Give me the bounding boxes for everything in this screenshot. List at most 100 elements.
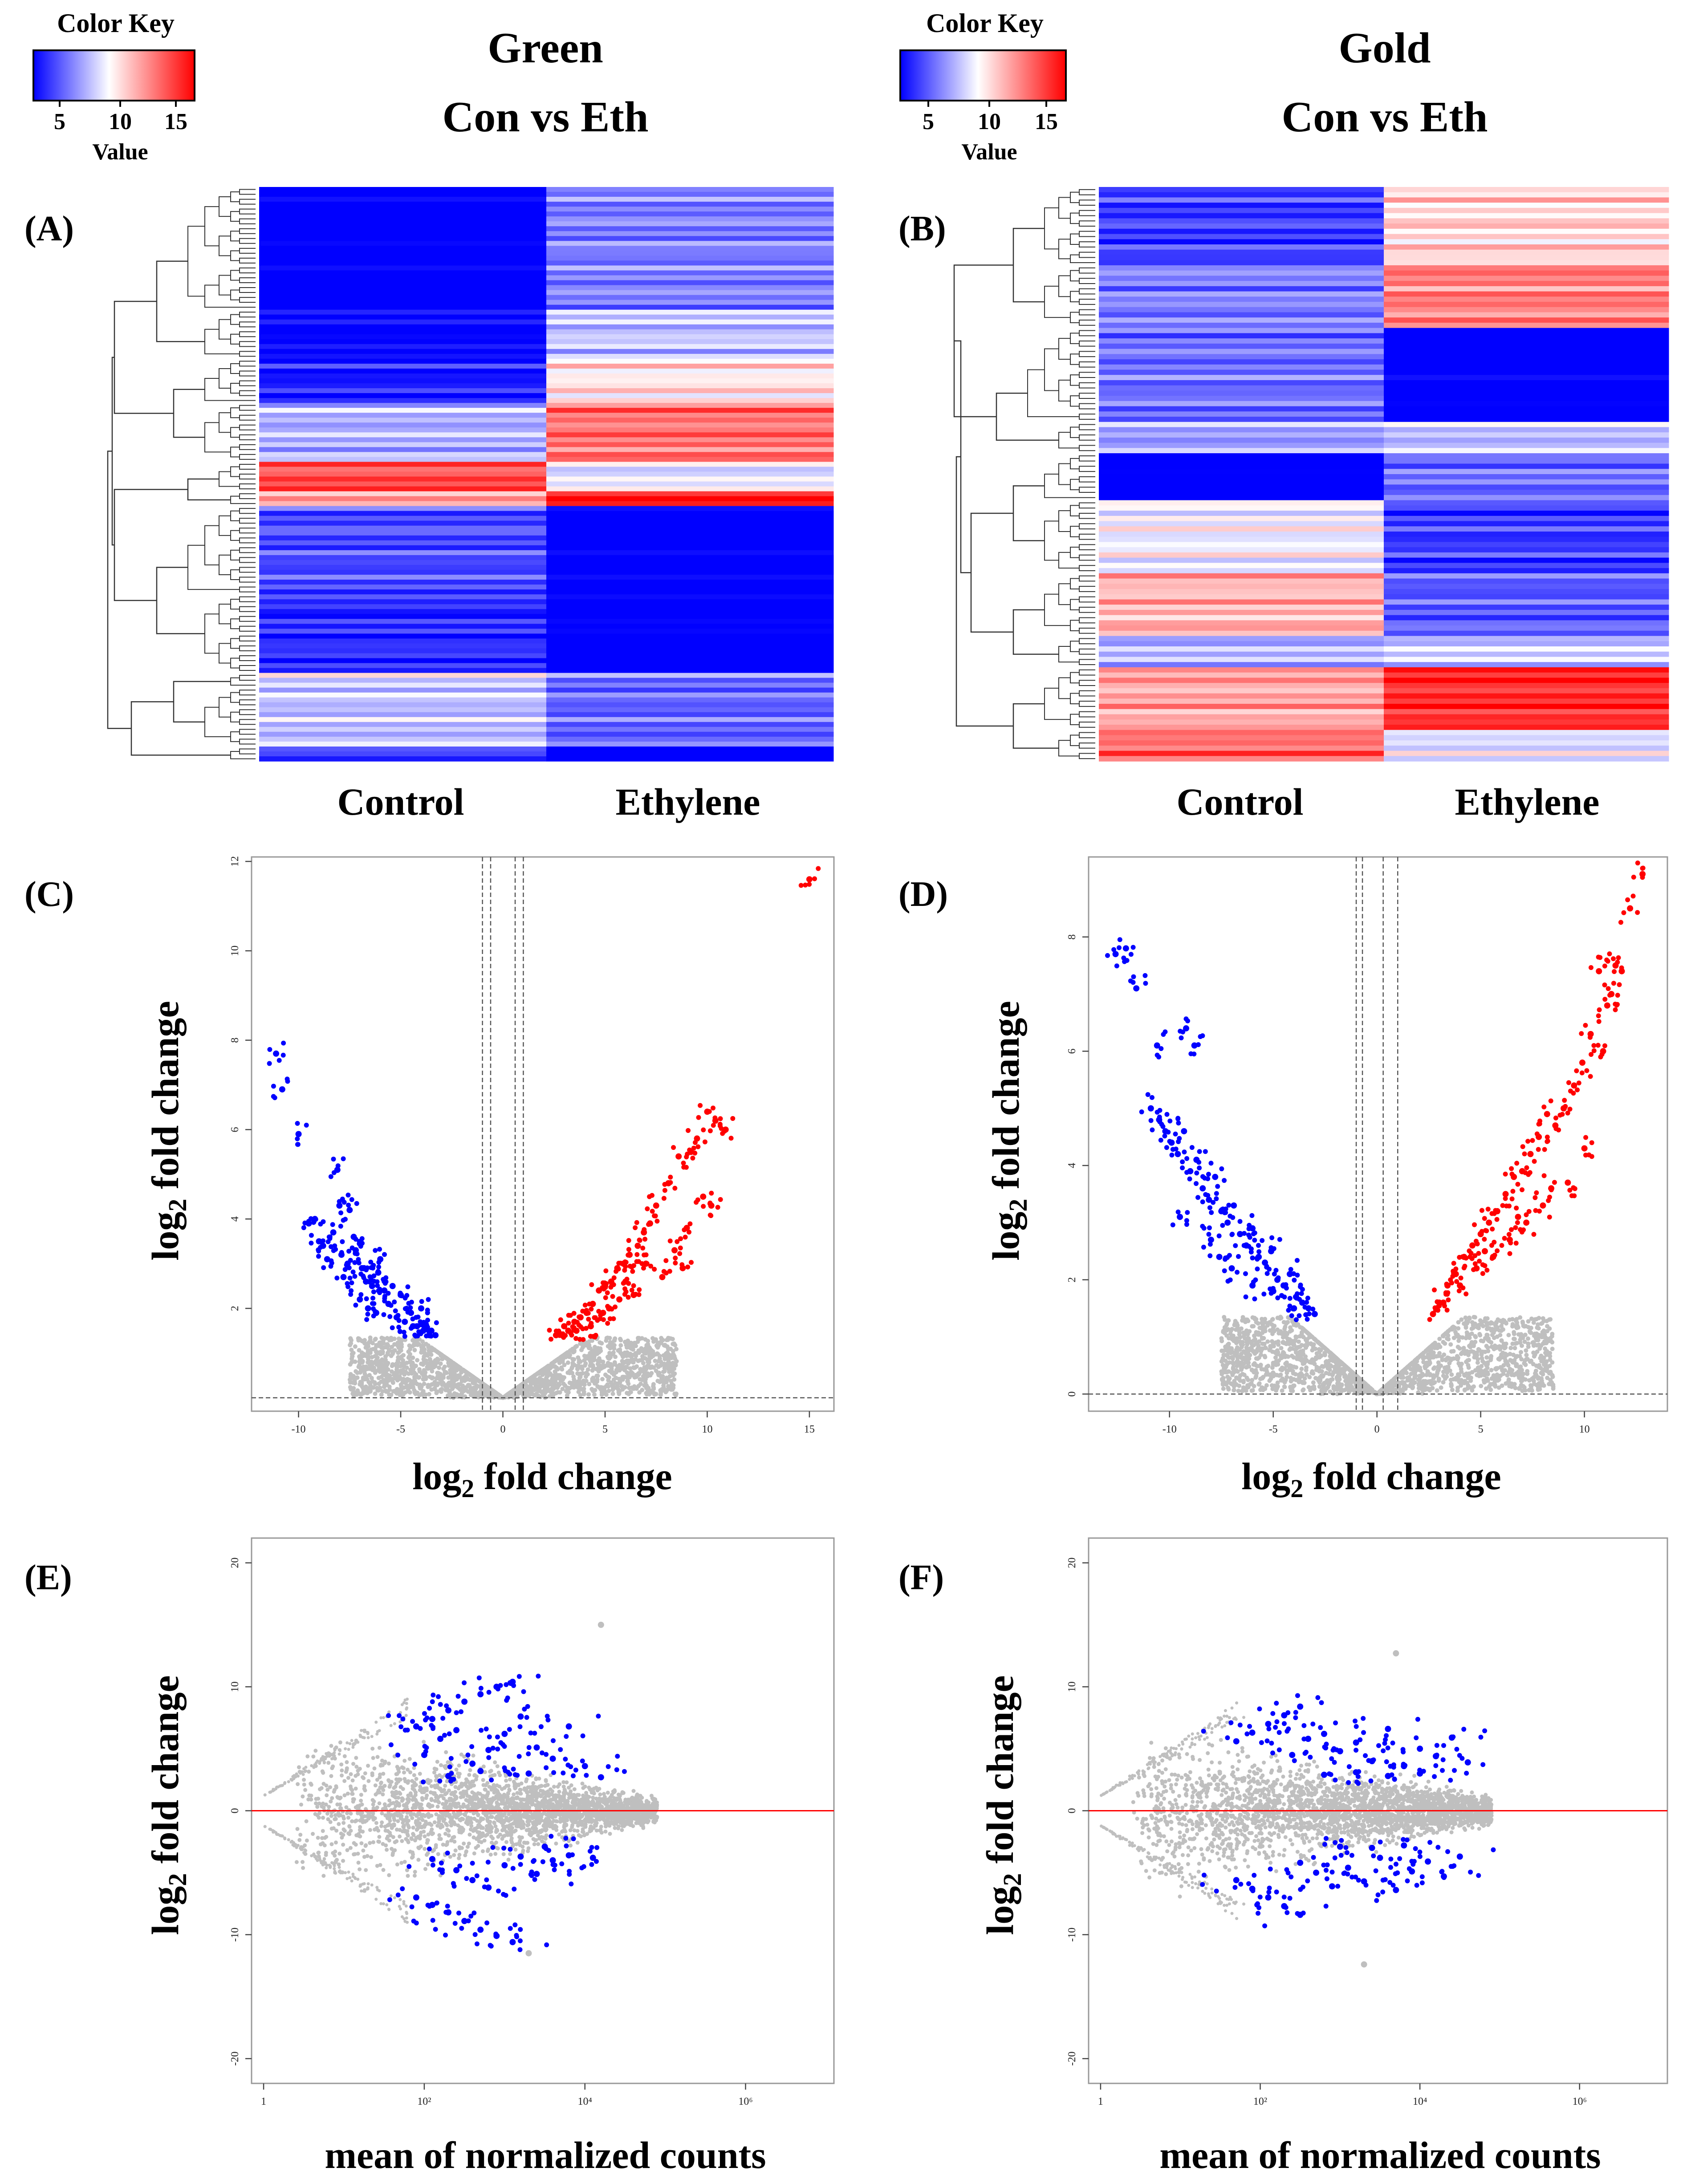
heatmap-cell	[1099, 322, 1384, 329]
data-point	[663, 1258, 669, 1263]
data-point	[352, 1274, 358, 1279]
dendrogram-branch	[1079, 617, 1085, 624]
data-point	[328, 1174, 333, 1179]
heatmap-cell	[259, 648, 547, 654]
background-point	[454, 1368, 459, 1373]
heatmap-cell	[546, 496, 834, 502]
dendrogram-branch	[239, 331, 246, 337]
data-point	[598, 1316, 603, 1321]
heatmap-cell	[259, 697, 547, 703]
heatmap-cell	[546, 231, 834, 236]
dendrogram-branch	[1070, 353, 1079, 365]
heatmap-cell	[259, 427, 547, 433]
background-point	[373, 1391, 378, 1396]
background-point	[671, 1342, 675, 1347]
background-point	[1295, 1345, 1300, 1350]
background-point	[1284, 1330, 1289, 1335]
data-point	[715, 1205, 720, 1210]
data-point	[689, 1260, 694, 1265]
heatmap-cell	[1099, 667, 1384, 673]
background-point	[592, 1392, 597, 1397]
dendrogram-branch	[1079, 512, 1085, 519]
background-point	[1289, 1365, 1293, 1370]
dendrogram-branch	[1070, 233, 1079, 245]
background-point	[553, 1370, 557, 1375]
dendrogram-branch	[1058, 552, 1079, 569]
background-point	[572, 1349, 577, 1354]
data-point	[589, 1282, 594, 1287]
background-point	[587, 1382, 592, 1387]
heatmap-cell	[259, 525, 547, 531]
background-point	[610, 1392, 615, 1396]
dendrogram-branch	[230, 250, 240, 261]
background-point	[1479, 1338, 1484, 1343]
data-point	[683, 1234, 688, 1240]
background-point	[1275, 1315, 1280, 1320]
background-point	[1284, 1321, 1289, 1326]
background-point	[1252, 1315, 1257, 1320]
dendrogram-branch	[1079, 722, 1085, 728]
heatmap-cell	[1384, 609, 1669, 616]
dendrogram-branch	[204, 525, 219, 565]
data-point	[366, 1306, 371, 1311]
background-point	[1514, 1371, 1519, 1376]
heatmap-cell	[259, 324, 547, 330]
heatmap-cell	[1384, 270, 1669, 276]
background-point	[650, 1349, 655, 1354]
heatmap-cell	[259, 599, 547, 605]
data-point	[347, 1275, 353, 1281]
heatmap-cell	[1384, 724, 1669, 731]
heatmap-cell	[1384, 740, 1669, 746]
background-point	[660, 1338, 665, 1343]
data-point	[603, 1268, 609, 1274]
heatmap-cell	[1384, 369, 1669, 375]
data-point	[364, 1317, 370, 1322]
data-point	[568, 1331, 573, 1336]
dendrogram-branch	[230, 270, 240, 281]
dendrogram-branch	[1012, 227, 1045, 303]
heatmap-cell	[546, 564, 834, 570]
heatmap-cell	[259, 300, 547, 305]
data-point	[374, 1279, 380, 1284]
heatmap-cell	[546, 216, 834, 222]
dendrogram-branch	[219, 604, 231, 625]
background-point	[608, 1341, 613, 1346]
dendrogram-branch	[1079, 320, 1085, 326]
heatmap-cell	[259, 643, 547, 649]
dendrogram-branch	[230, 510, 240, 521]
dendrogram-branch	[239, 312, 246, 318]
heatmap-cell	[1099, 500, 1384, 506]
dendrogram-branch	[1079, 403, 1085, 410]
heatmap-cell	[546, 481, 834, 487]
heatmap-cell	[1099, 448, 1384, 454]
heatmap-cell	[259, 192, 547, 197]
heatmap-cell	[1099, 187, 1384, 193]
background-point	[1436, 1378, 1441, 1383]
background-point	[637, 1337, 642, 1342]
background-point	[1509, 1384, 1514, 1389]
heatmap-cell	[546, 304, 834, 310]
dendrogram-branch	[1044, 687, 1070, 720]
heatmap-cell	[1384, 218, 1669, 224]
heatmap-cell	[259, 668, 547, 674]
background-point	[487, 1388, 492, 1393]
background-point	[618, 1380, 622, 1385]
heatmap-cell	[546, 702, 834, 708]
dendrogram-branch	[230, 333, 240, 345]
background-point	[553, 1364, 557, 1369]
heatmap-cell	[259, 358, 547, 364]
background-point	[1512, 1346, 1517, 1351]
dendrogram-branch	[1079, 523, 1085, 530]
background-point	[406, 1389, 411, 1394]
dendrogram-branch	[1070, 714, 1079, 725]
color-key-green: Color Key 5 10 15 Value	[33, 8, 195, 165]
background-point	[1223, 1344, 1228, 1349]
heatmap-cell	[546, 452, 834, 458]
heatmap-cell	[1099, 730, 1384, 735]
data-point	[687, 1230, 692, 1235]
background-point	[585, 1367, 590, 1372]
heatmap-cell	[1384, 636, 1669, 641]
heatmap-cell	[259, 388, 547, 394]
background-point	[1454, 1332, 1459, 1336]
heatmap-cell	[546, 540, 834, 546]
